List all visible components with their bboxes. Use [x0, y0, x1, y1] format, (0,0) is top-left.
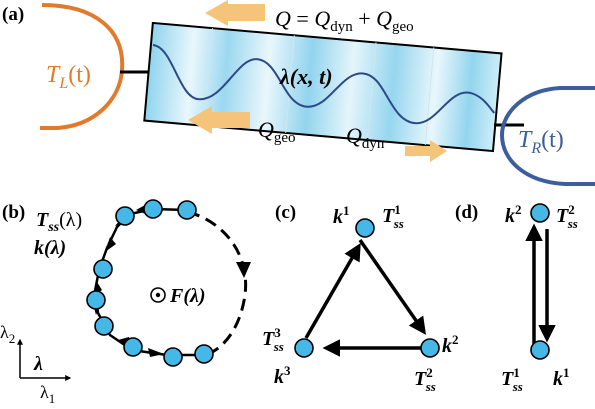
axis-x-label: λ1: [40, 382, 55, 406]
c-top-t: T1 ss: [382, 202, 404, 231]
d-top-t: T2 ss: [556, 202, 578, 231]
wave-lambda: [152, 44, 496, 125]
node: [143, 199, 163, 219]
lambda-field-label: λ(x, t): [279, 64, 333, 89]
force-out-of-plane-icon: [150, 287, 166, 303]
heat-equation: Q = Qdyn + Qgeo: [275, 6, 414, 35]
panel-label-a: (a): [2, 4, 24, 25]
c-left-k: k3: [274, 363, 291, 388]
left-reservoir-label: TL(t): [46, 62, 91, 92]
axis-vector-label: λ: [33, 353, 43, 375]
tss-lambda-label: Tss(λ): [36, 209, 82, 235]
node: [86, 290, 106, 310]
edge-1-2: [358, 239, 426, 335]
node: [123, 337, 143, 357]
d-bottom-t: T1 ss: [501, 365, 523, 394]
axis-y-label: λ2: [0, 322, 15, 346]
c-left-t: T3 ss: [262, 325, 284, 354]
c-top-k: k1: [333, 203, 350, 228]
force-dot-icon: [155, 292, 161, 298]
heat-arrow-total: [205, 0, 265, 26]
node-c-right: [420, 338, 440, 358]
protocol-nodes: [86, 199, 214, 367]
node-d-bottom: [530, 340, 550, 360]
force-label: F(λ): [169, 285, 206, 307]
panel-label-b: (b): [2, 202, 25, 223]
q-dyn-label: Qdyn: [346, 123, 385, 152]
node: [93, 259, 113, 279]
d-top-k: k2: [505, 202, 522, 227]
left-reservoir: [40, 3, 125, 130]
q-geo-label: Qgeo: [258, 117, 296, 146]
right-reservoir-label: TR(t): [518, 127, 564, 157]
panel-label-d: (d): [455, 202, 478, 223]
c-right-k: k2: [442, 332, 459, 357]
c-right-t: T2 ss: [414, 365, 436, 394]
heat-arrow-dyn: [405, 140, 447, 162]
node: [177, 200, 197, 220]
node-d-top: [530, 203, 550, 223]
right-reservoir: [499, 86, 595, 186]
node-c-left: [294, 338, 314, 358]
node: [194, 344, 214, 364]
edge-3-1: [304, 242, 361, 339]
panel-label-c: (c): [275, 202, 296, 223]
solid-path: [93, 207, 205, 357]
d-bottom-k: k1: [553, 365, 570, 390]
node: [94, 316, 114, 336]
node: [115, 206, 135, 226]
node: [163, 347, 183, 367]
dashed-orbit: [187, 210, 248, 357]
k-lambda-label: k(λ): [34, 237, 66, 259]
orbit-arrowhead: [236, 262, 251, 278]
node-c-top: [355, 218, 375, 238]
heat-arrow-geo: [188, 106, 250, 134]
